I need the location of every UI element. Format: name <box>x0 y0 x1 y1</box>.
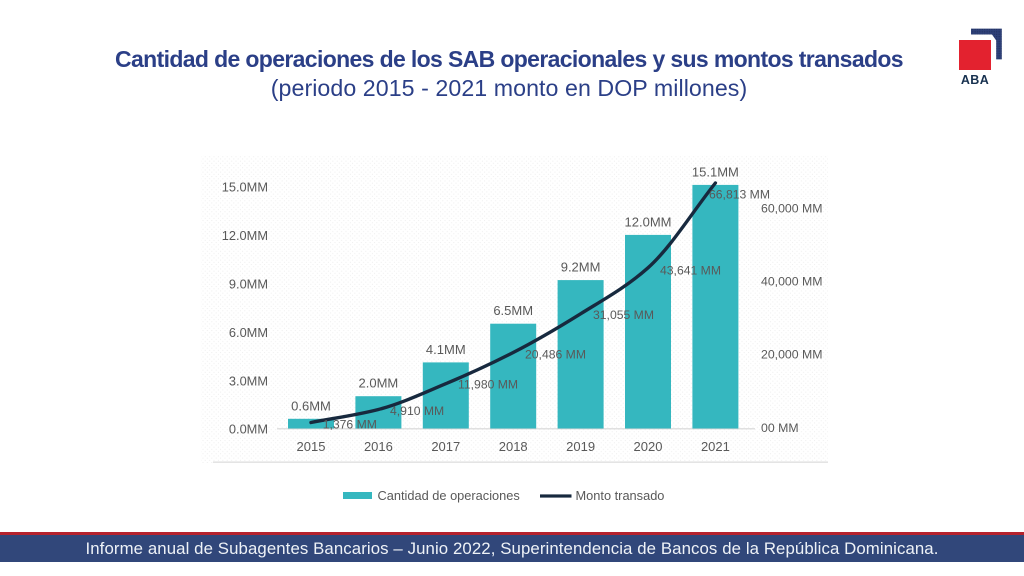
svg-text:2016: 2016 <box>364 439 393 454</box>
svg-text:Cantidad de operaciones: Cantidad de operaciones <box>378 488 520 503</box>
svg-text:Monto transado: Monto transado <box>576 488 665 503</box>
svg-text:0.6MM: 0.6MM <box>291 398 331 413</box>
svg-text:31,055 MM: 31,055 MM <box>593 308 654 322</box>
svg-text:20,000 MM: 20,000 MM <box>761 348 823 362</box>
svg-text:2017: 2017 <box>431 439 460 454</box>
svg-text:6.0MM: 6.0MM <box>229 325 268 340</box>
svg-text:40,000 MM: 40,000 MM <box>761 275 823 289</box>
svg-text:15.0MM: 15.0MM <box>222 179 268 194</box>
svg-text:2021: 2021 <box>701 439 730 454</box>
svg-text:20,486 MM: 20,486 MM <box>525 347 586 361</box>
svg-text:9.0MM: 9.0MM <box>229 276 268 291</box>
svg-text:1,376 MM: 1,376 MM <box>323 417 377 431</box>
svg-text:11,980 MM: 11,980 MM <box>458 378 518 392</box>
svg-text:9.2MM: 9.2MM <box>561 260 601 275</box>
svg-text:43,641 MM: 43,641 MM <box>660 263 721 277</box>
svg-text:0.0MM: 0.0MM <box>229 422 268 437</box>
svg-text:2020: 2020 <box>634 439 663 454</box>
svg-text:60,000 MM: 60,000 MM <box>761 201 823 215</box>
svg-text:2018: 2018 <box>499 439 528 454</box>
svg-text:3.0MM: 3.0MM <box>229 374 268 389</box>
svg-text:66,813 MM: 66,813 MM <box>709 187 770 201</box>
svg-text:00 MM: 00 MM <box>761 421 799 435</box>
svg-text:2.0MM: 2.0MM <box>359 376 399 391</box>
svg-text:2019: 2019 <box>566 439 595 454</box>
svg-text:15.1MM: 15.1MM <box>692 164 739 179</box>
svg-text:4.1MM: 4.1MM <box>426 342 466 357</box>
svg-text:12.0MM: 12.0MM <box>625 214 672 229</box>
svg-text:6.5MM: 6.5MM <box>493 303 533 318</box>
svg-text:4,910 MM: 4,910 MM <box>390 404 444 418</box>
svg-text:2015: 2015 <box>297 439 326 454</box>
svg-text:12.0MM: 12.0MM <box>222 228 268 243</box>
